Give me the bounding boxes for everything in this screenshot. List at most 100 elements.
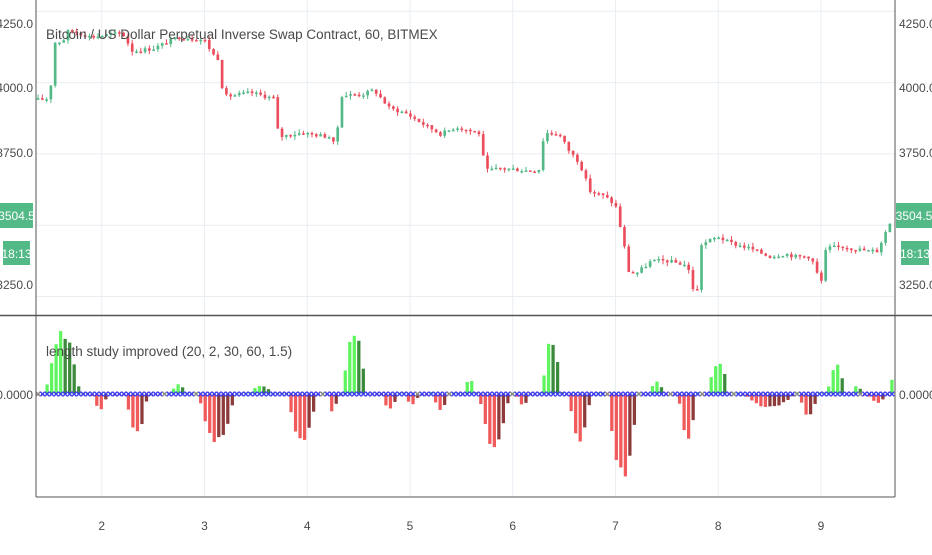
- right-tick-4250: 4250.0: [899, 17, 932, 31]
- zero-cross-marker: [207, 391, 213, 397]
- histogram-bar: [199, 394, 203, 404]
- zero-cross-marker: [198, 391, 204, 397]
- histogram-bar: [623, 394, 627, 477]
- candle-body: [554, 134, 558, 136]
- zero-cross-marker: [428, 391, 434, 397]
- candle-body: [820, 272, 823, 281]
- zero-cross-marker: [518, 391, 525, 397]
- zero-cross-marker: [545, 391, 552, 397]
- right-tick-3750: 3750.0: [899, 146, 932, 160]
- candle-body: [456, 128, 459, 130]
- histogram-bar: [677, 394, 682, 404]
- zero-cross-marker: [591, 391, 597, 397]
- candle-body: [70, 30, 74, 32]
- candle-body: [687, 264, 691, 270]
- zero-cross-marker: [663, 391, 669, 397]
- histogram-bar: [230, 394, 234, 406]
- candle-body: [661, 258, 665, 261]
- candle-body: [83, 35, 87, 37]
- histogram-bar: [77, 386, 81, 394]
- candle-body: [717, 237, 720, 240]
- zero-cross-marker: [80, 391, 86, 397]
- candle-body: [772, 256, 776, 259]
- candle-body: [862, 248, 866, 251]
- candle-body: [314, 134, 318, 137]
- zero-cross-marker: [482, 391, 489, 397]
- candle-body: [246, 91, 250, 93]
- zero-cross-marker: [310, 391, 317, 397]
- histogram-bar: [718, 363, 722, 394]
- zero-cross-marker: [572, 391, 579, 397]
- zero-cross-marker: [297, 391, 303, 397]
- zero-cross-marker: [202, 391, 208, 397]
- candle-body: [284, 134, 288, 137]
- candle-body: [41, 98, 44, 100]
- histogram-bar: [497, 394, 501, 440]
- histogram-bar: [578, 394, 582, 442]
- zero-cross-marker: [717, 391, 723, 397]
- candle-body: [670, 259, 673, 263]
- candle-body: [760, 249, 763, 254]
- histogram-bar: [221, 394, 225, 435]
- candle-body: [182, 39, 185, 41]
- histogram-bar: [836, 364, 840, 394]
- histogram-bar: [63, 338, 67, 394]
- zero-cross-marker: [875, 391, 882, 397]
- candle-body: [280, 128, 284, 137]
- histogram-bar: [330, 394, 334, 412]
- histogram-bar: [709, 377, 713, 394]
- zero-cross-marker: [699, 391, 705, 397]
- zero-cross-marker: [735, 391, 742, 397]
- candle-body: [199, 39, 203, 42]
- zero-cross-marker: [776, 391, 782, 397]
- histogram-bar: [790, 394, 795, 397]
- candle-body: [165, 43, 168, 45]
- candle-body: [674, 259, 678, 263]
- candle-body: [344, 95, 348, 98]
- candle-body: [845, 247, 849, 250]
- candle-body: [310, 132, 314, 135]
- histogram-bar: [298, 394, 302, 439]
- zero-cross-marker: [473, 391, 479, 397]
- candle-body: [631, 271, 635, 274]
- candle-body: [815, 261, 819, 273]
- zero-cross-marker: [392, 391, 398, 397]
- candle-body: [665, 260, 669, 263]
- left-indicator-zero-tick: 0.0000: [0, 388, 33, 402]
- histogram-bar: [524, 394, 528, 403]
- candle-body: [169, 38, 173, 45]
- candle-body: [447, 130, 451, 132]
- zero-cross-marker: [460, 391, 466, 397]
- zero-cross-marker: [57, 391, 64, 397]
- candle-body: [798, 254, 802, 257]
- histogram-bar: [343, 370, 347, 394]
- zero-cross-marker: [315, 391, 321, 397]
- candle-body: [597, 193, 601, 195]
- zero-cross-marker: [148, 391, 154, 397]
- candle-body: [118, 32, 121, 34]
- candle-body: [387, 103, 391, 107]
- zero-cross-marker: [812, 391, 818, 397]
- candle-body: [242, 92, 245, 94]
- candle-body: [152, 49, 155, 51]
- zero-cross-marker: [39, 391, 46, 397]
- zero-cross-marker: [329, 391, 335, 397]
- left-tick-4250: 4250.0: [0, 17, 33, 31]
- candle-body: [379, 93, 382, 98]
- zero-cross-marker: [35, 391, 41, 397]
- candle-body: [148, 48, 151, 51]
- candle-body: [879, 242, 883, 253]
- x-tick-label: 7: [612, 519, 619, 533]
- zero-cross-marker: [410, 391, 416, 397]
- candle-body: [871, 249, 875, 252]
- candle-body: [858, 248, 862, 251]
- candle-body: [229, 94, 233, 97]
- candle-body: [327, 137, 331, 139]
- histogram-bar: [266, 389, 271, 394]
- zero-cross-marker: [853, 391, 859, 397]
- zero-cross-marker: [432, 391, 439, 397]
- x-tick-label: 9: [818, 519, 825, 533]
- zero-cross-marker: [365, 391, 371, 397]
